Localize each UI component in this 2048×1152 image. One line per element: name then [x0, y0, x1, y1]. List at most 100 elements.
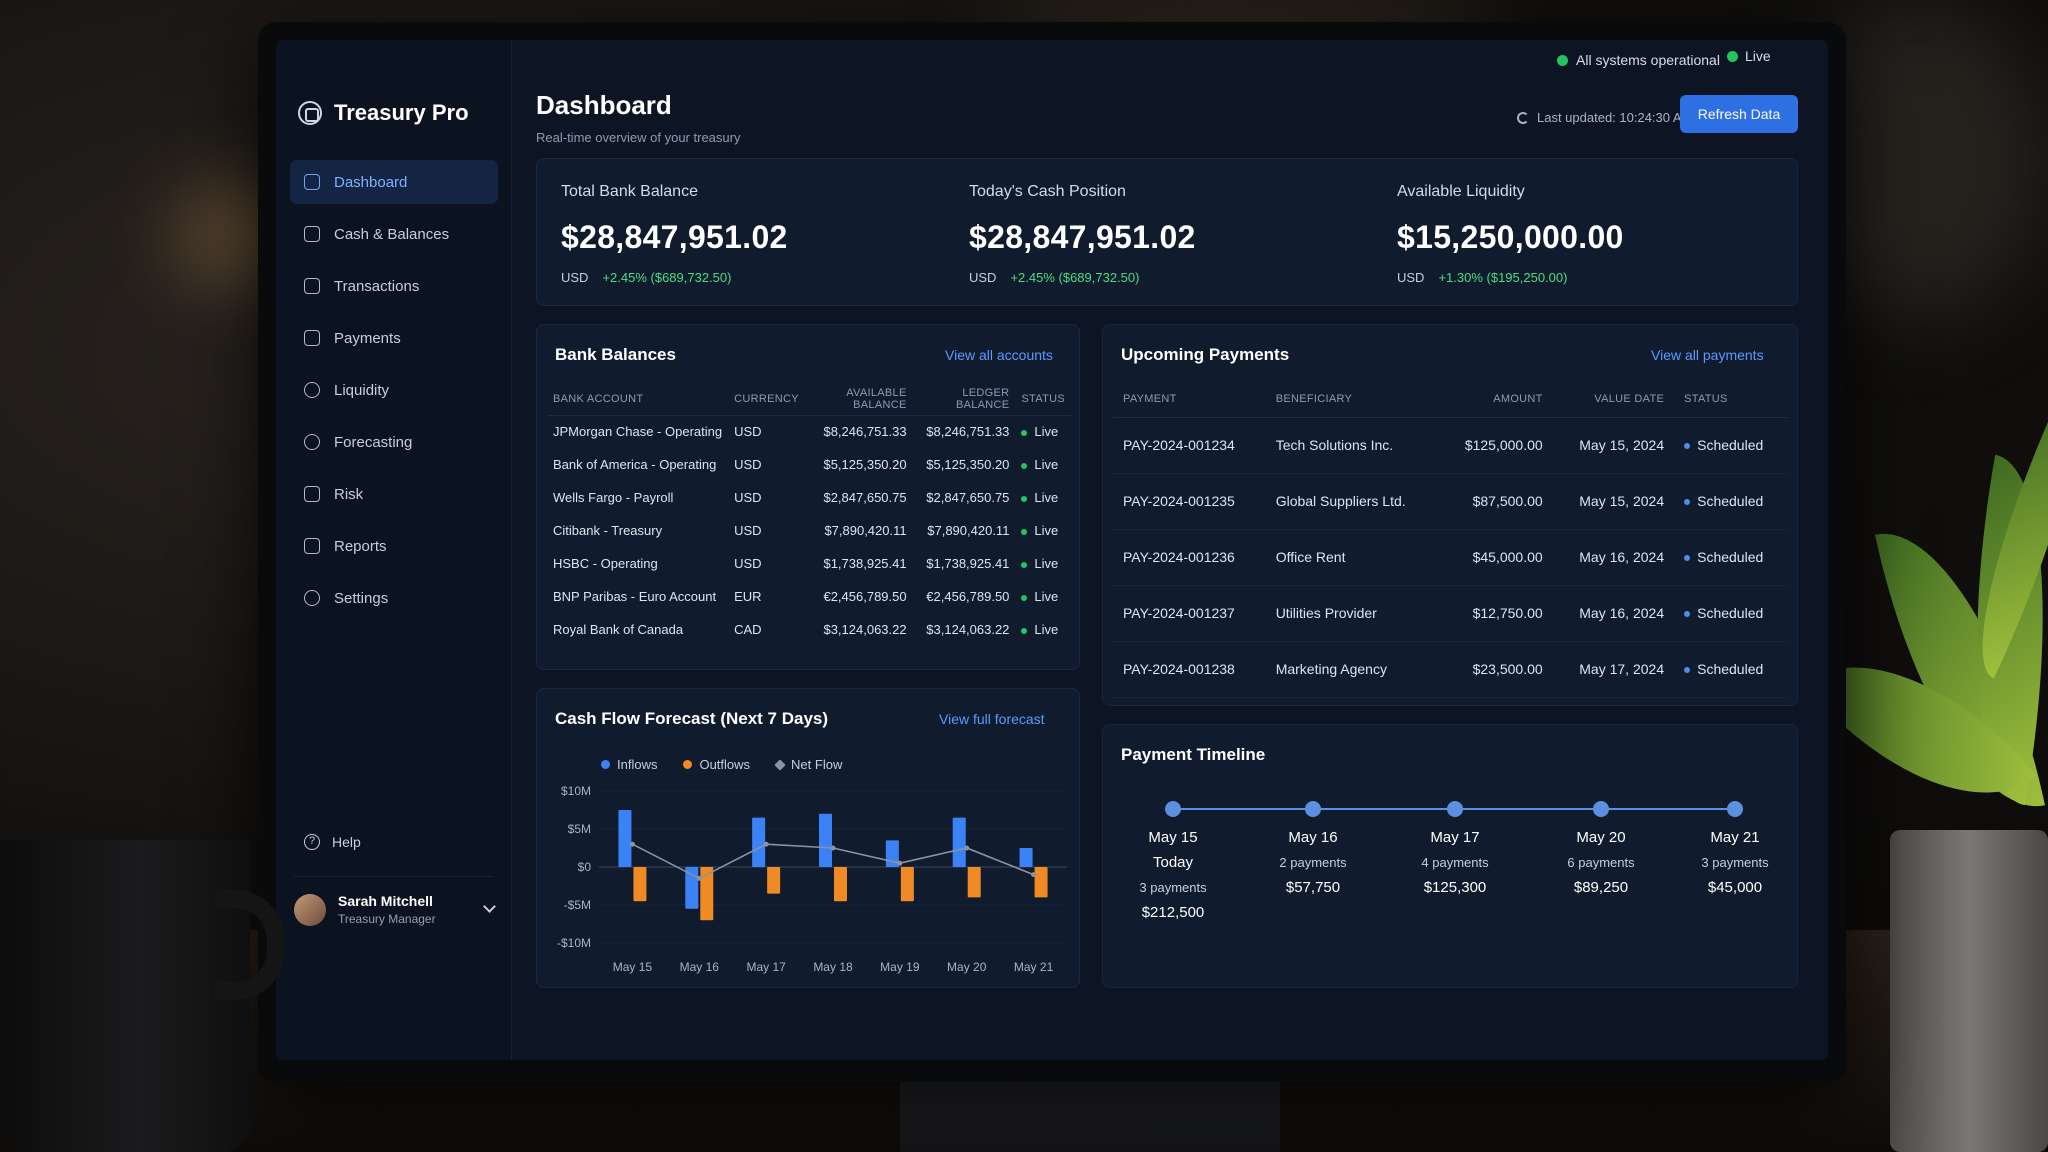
- sidebar-item-settings[interactable]: Settings: [290, 576, 498, 620]
- timeline-item[interactable]: May 21 3 payments $45,000: [1675, 829, 1795, 896]
- refresh-data-button[interactable]: Refresh Data: [1680, 95, 1798, 133]
- sidebar-item-label: Reports: [334, 537, 387, 555]
- bank-account-cell: Bank of America - Operating: [553, 457, 717, 472]
- sidebar-item-label: Risk: [334, 485, 364, 503]
- table-header-row: PAYMENT BENEFICIARY AMOUNT VALUE DATE ST…: [1113, 381, 1789, 418]
- currency-cell: EUR: [734, 589, 762, 604]
- view-full-forecast-link[interactable]: View full forecast: [939, 711, 1045, 727]
- net-flow-point: [830, 845, 836, 851]
- bank-account-cell: Citibank - Treasury: [553, 523, 663, 538]
- timeline-item[interactable]: May 17 4 payments $125,300: [1395, 829, 1515, 896]
- currency-cell: USD: [734, 556, 762, 571]
- sidebar-item-forecasting[interactable]: Forecasting: [290, 420, 498, 464]
- table-row[interactable]: BNP Paribas - Euro Account EUR €2,456,78…: [547, 580, 1071, 613]
- available-balance-cell: $7,890,420.11: [824, 523, 907, 538]
- user-profile[interactable]: Sarah Mitchell Treasury Manager: [294, 876, 496, 932]
- beneficiary-cell: Utilities Provider: [1265, 585, 1440, 642]
- sidebar-item-label: Cash & Balances: [334, 225, 450, 243]
- column-header[interactable]: AMOUNT: [1439, 381, 1553, 418]
- status-badge: Live: [1015, 415, 1071, 448]
- table-row[interactable]: Royal Bank of Canada CAD $3,124,063.22 $…: [547, 613, 1071, 646]
- timeline-node: [1305, 801, 1321, 817]
- list-icon: [304, 278, 320, 294]
- legend-item-net-flow[interactable]: Net Flow: [774, 757, 843, 772]
- main-content: All systems operational Live Dashboard R…: [512, 40, 1828, 1060]
- sidebar-item-cash-balances[interactable]: Cash & Balances: [290, 212, 498, 256]
- timeline-item[interactable]: May 16 2 payments $57,750: [1253, 829, 1373, 896]
- value-date-cell: May 16, 2024: [1552, 529, 1675, 586]
- net-flow-point: [629, 841, 635, 847]
- help-link[interactable]: ? Help: [304, 834, 361, 850]
- sidebar-item-liquidity[interactable]: Liquidity: [290, 368, 498, 412]
- column-header[interactable]: LEDGER BALANCE: [912, 383, 1016, 416]
- outflow-bar: [967, 867, 981, 898]
- sidebar-item-transactions[interactable]: Transactions: [290, 264, 498, 308]
- forecast-icon: [304, 434, 320, 450]
- sidebar-item-risk[interactable]: Risk: [290, 472, 498, 516]
- column-header[interactable]: STATUS: [1674, 381, 1789, 418]
- table-row[interactable]: HSBC - Operating USD $1,738,925.41 $1,73…: [547, 547, 1071, 580]
- table-row[interactable]: PAY-2024-001238 Marketing Agency $23,500…: [1113, 641, 1789, 698]
- upcoming-payments-panel: Upcoming Payments View all payments PAYM…: [1102, 324, 1798, 706]
- sidebar-item-reports[interactable]: Reports: [290, 524, 498, 568]
- table-row[interactable]: PAY-2024-001235 Global Suppliers Ltd. $8…: [1113, 473, 1789, 530]
- table-row[interactable]: Bank of America - Operating USD $5,125,3…: [547, 448, 1071, 481]
- y-tick-label: $10M: [561, 784, 591, 798]
- brand[interactable]: Treasury Pro: [298, 100, 469, 126]
- column-header[interactable]: BANK ACCOUNT: [547, 383, 729, 416]
- table-row[interactable]: Wells Fargo - Payroll USD $2,847,650.75 …: [547, 481, 1071, 514]
- timeline-item[interactable]: May 20 6 payments $89,250: [1541, 829, 1661, 896]
- payment-id-cell: PAY-2024-001238: [1113, 641, 1266, 698]
- timeline-date: May 21: [1710, 829, 1760, 846]
- column-header[interactable]: STATUS: [1015, 383, 1071, 416]
- view-all-accounts-link[interactable]: View all accounts: [945, 347, 1053, 363]
- timeline-item[interactable]: May 15 Today 3 payments $212,500: [1113, 829, 1233, 921]
- kpi-footer: USD +2.45% ($689,732.50): [561, 270, 788, 285]
- timeline-amount: $125,300: [1423, 879, 1487, 896]
- kpi-value: $28,847,951.02: [969, 219, 1196, 255]
- available-balance-cell: $8,246,751.33: [823, 424, 907, 440]
- currency-cell: CAD: [734, 622, 762, 637]
- timeline-count: 6 payments: [1567, 855, 1635, 870]
- sidebar-item-dashboard[interactable]: Dashboard: [290, 160, 498, 204]
- kpi-footer: USD +2.45% ($689,732.50): [969, 270, 1196, 285]
- column-header[interactable]: PAYMENT: [1113, 381, 1266, 418]
- table-row[interactable]: Citibank - Treasury USD $7,890,420.11 $7…: [547, 514, 1071, 547]
- section-title: Payment Timeline: [1121, 745, 1266, 764]
- payment-id-cell: PAY-2024-001237: [1113, 585, 1266, 642]
- column-header[interactable]: CURRENCY: [728, 383, 805, 416]
- table-row[interactable]: PAY-2024-001237 Utilities Provider $12,7…: [1113, 585, 1789, 642]
- timeline-count: 3 payments: [1701, 855, 1769, 870]
- table-row[interactable]: PAY-2024-001234 Tech Solutions Inc. $125…: [1113, 417, 1789, 474]
- x-tick-label: May 15: [613, 960, 653, 974]
- column-header[interactable]: BENEFICIARY: [1265, 381, 1440, 418]
- timeline-amount: $45,000: [1707, 879, 1763, 896]
- column-header[interactable]: VALUE DATE: [1552, 381, 1675, 418]
- timeline-node: [1593, 801, 1609, 817]
- column-header[interactable]: AVAILABLE BALANCE: [804, 383, 913, 416]
- live-indicator: Live: [1727, 48, 1771, 64]
- legend-item-inflows[interactable]: Inflows: [601, 757, 657, 772]
- sidebar-item-payments[interactable]: Payments: [290, 316, 498, 360]
- ledger-balance-cell: $5,125,350.20: [926, 457, 1010, 472]
- chevron-down-icon[interactable]: [483, 900, 496, 913]
- timeline-count: 4 payments: [1421, 855, 1489, 870]
- kpi-currency: USD: [969, 270, 997, 285]
- ledger-balance-cell: €2,456,789.50: [926, 589, 1010, 604]
- timeline-count: 2 payments: [1279, 855, 1347, 870]
- outflow-bar: [1034, 867, 1048, 898]
- sidebar-item-label: Liquidity: [334, 381, 390, 399]
- legend-label: Net Flow: [791, 757, 843, 772]
- kpi-label: Available Liquidity: [1397, 183, 1525, 200]
- table-row[interactable]: PAY-2024-001236 Office Rent $45,000.00 M…: [1113, 529, 1789, 586]
- view-all-payments-link[interactable]: View all payments: [1651, 347, 1764, 363]
- last-updated-text: Last updated: 10:24:30 AM: [1537, 110, 1693, 125]
- legend-item-outflows[interactable]: Outflows: [683, 757, 750, 772]
- y-tick-label: $0: [578, 860, 592, 874]
- net-flow-point: [763, 841, 769, 847]
- net-flow-point: [897, 860, 903, 866]
- legend-swatch: [683, 760, 693, 769]
- table-row[interactable]: JPMorgan Chase - Operating USD $8,246,75…: [547, 415, 1071, 448]
- live-label: Live: [1745, 48, 1771, 64]
- timeline-node: [1447, 801, 1463, 817]
